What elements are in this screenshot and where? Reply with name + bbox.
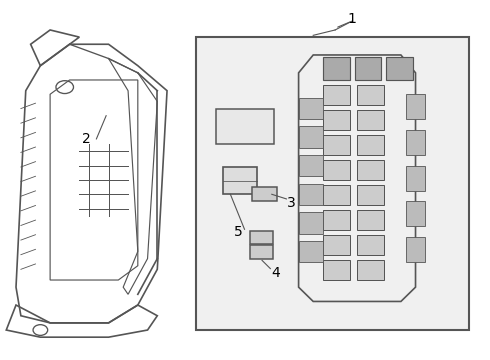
Bar xyxy=(357,185,384,205)
Bar xyxy=(357,135,384,155)
Bar xyxy=(298,126,323,148)
Bar xyxy=(323,160,350,180)
Bar xyxy=(298,241,323,262)
Bar xyxy=(406,166,425,191)
Bar xyxy=(357,160,384,180)
Bar xyxy=(323,135,350,155)
Bar xyxy=(223,167,257,194)
Bar xyxy=(357,85,384,105)
Bar xyxy=(406,202,425,226)
Text: 2: 2 xyxy=(82,132,91,146)
Bar xyxy=(216,109,274,144)
Bar xyxy=(323,111,350,130)
Bar xyxy=(298,98,323,119)
Bar xyxy=(252,187,277,202)
Bar xyxy=(355,57,381,80)
Bar xyxy=(250,231,273,244)
Bar xyxy=(357,260,384,280)
Bar xyxy=(357,111,384,130)
Text: 4: 4 xyxy=(271,266,280,280)
Bar xyxy=(250,245,273,258)
Bar xyxy=(298,212,323,234)
Bar xyxy=(298,155,323,176)
Bar xyxy=(196,37,469,330)
Bar xyxy=(323,260,350,280)
Bar xyxy=(323,57,350,80)
Bar xyxy=(406,237,425,262)
Bar xyxy=(406,94,425,119)
Bar xyxy=(323,185,350,205)
Bar xyxy=(323,210,350,230)
Bar xyxy=(323,85,350,105)
Text: 5: 5 xyxy=(234,225,243,239)
Bar xyxy=(406,130,425,155)
Text: 1: 1 xyxy=(348,12,357,26)
Text: 3: 3 xyxy=(287,196,295,210)
Bar xyxy=(323,235,350,255)
Bar xyxy=(386,57,413,80)
Bar xyxy=(357,210,384,230)
Bar xyxy=(298,184,323,205)
Bar xyxy=(357,235,384,255)
